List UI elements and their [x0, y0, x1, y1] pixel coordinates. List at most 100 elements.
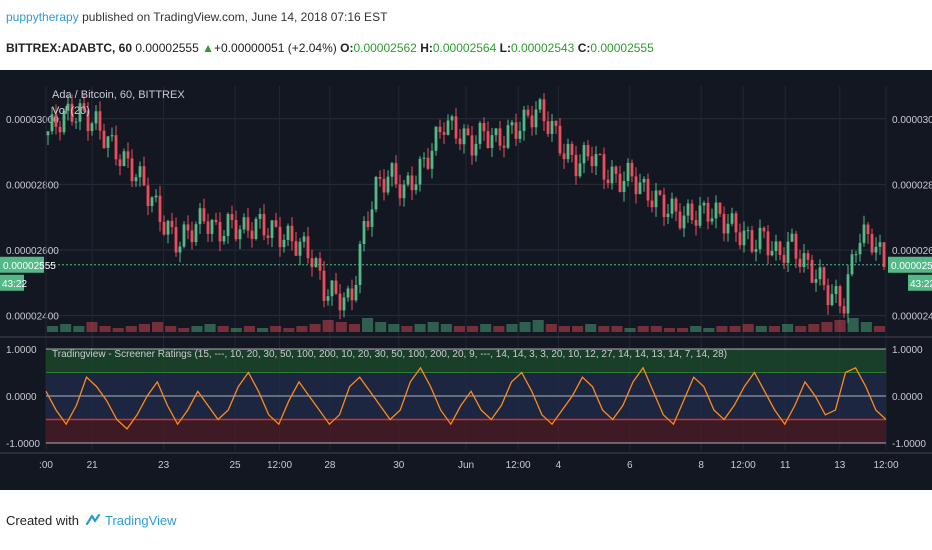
- candle-body: [154, 195, 158, 198]
- candle-body: [206, 221, 210, 234]
- candle-body: [702, 202, 706, 206]
- time-tick-label: 12:00: [731, 460, 756, 471]
- candle-body: [682, 215, 686, 229]
- candle-body: [474, 143, 478, 156]
- candle-body: [790, 233, 794, 242]
- volume-bar: [690, 326, 702, 332]
- candle-body: [346, 288, 350, 298]
- candle-body: [198, 208, 202, 225]
- oscillator-tick-label-left: 1.0000: [6, 345, 37, 356]
- open-value: 0.00002562: [353, 41, 417, 55]
- candle-body: [686, 203, 690, 216]
- candle-body: [342, 297, 346, 311]
- time-tick-label: 28: [324, 460, 336, 471]
- candle-body: [118, 159, 122, 167]
- volume-bar: [257, 328, 269, 332]
- candle-body: [202, 208, 206, 222]
- candle-body: [526, 109, 530, 116]
- candle-body: [730, 213, 734, 224]
- candle-body: [710, 218, 714, 222]
- candle-body: [454, 116, 458, 139]
- volume-bar: [703, 328, 715, 332]
- candle-body: [882, 242, 886, 267]
- candle-body: [838, 286, 842, 307]
- volume-bar: [860, 322, 872, 332]
- candle-body: [746, 230, 750, 232]
- oscillator-upper-band: [46, 349, 886, 373]
- candle-body: [562, 153, 566, 160]
- candle-body: [698, 205, 702, 226]
- candle-body: [782, 255, 786, 263]
- volume-bar: [283, 328, 295, 332]
- volume-bar: [375, 322, 387, 332]
- candle-body: [670, 198, 674, 214]
- candle-body: [150, 197, 154, 206]
- volume-bar: [742, 324, 754, 332]
- candle-body: [586, 145, 590, 157]
- countdown-label: 43:22: [2, 279, 27, 290]
- candle-body: [90, 123, 94, 132]
- candle-body: [694, 220, 698, 226]
- candle-body: [542, 99, 546, 122]
- time-tick-label: 4: [556, 460, 562, 471]
- candle-body: [414, 184, 418, 191]
- candle-body: [86, 110, 90, 132]
- volume-bar: [296, 326, 308, 332]
- candle-body: [770, 250, 774, 256]
- candle-body: [566, 143, 570, 160]
- price-tick-label-left: 0.00002600: [6, 246, 59, 257]
- volume-bar: [440, 324, 452, 332]
- candle-body: [778, 241, 782, 256]
- candle-body: [654, 190, 658, 208]
- candle-body: [726, 223, 730, 234]
- volume-bar: [178, 328, 190, 332]
- candle-body: [534, 109, 538, 128]
- candle-body: [498, 128, 502, 146]
- candle-body: [290, 225, 294, 242]
- high-value: 0.00002564: [432, 41, 497, 55]
- volume-bar: [230, 328, 242, 332]
- volume-bar: [834, 320, 846, 332]
- volume-bar: [217, 326, 229, 332]
- candle-body: [130, 158, 134, 182]
- candle-body: [174, 227, 178, 253]
- candle-body: [666, 213, 670, 218]
- oscillator-title: Tradingview - Screener Ratings (15, ---,…: [52, 349, 727, 360]
- candle-body: [822, 267, 826, 286]
- candle-body: [614, 166, 618, 174]
- volume-bar: [47, 326, 59, 332]
- chart-canvas[interactable]: 0.00003000 0.00003000 0.00002800 0.00002800…: [0, 70, 932, 490]
- candle-body: [294, 241, 298, 256]
- price-tick-label-right: 0.00002800: [892, 180, 932, 191]
- candle-body: [214, 219, 218, 223]
- candle-body: [774, 241, 778, 251]
- symbol-label: BITTREX:ADABTC, 60: [6, 41, 133, 55]
- volume-bar: [480, 324, 492, 332]
- candle-body: [750, 230, 754, 252]
- tradingview-logo-icon[interactable]: [85, 512, 101, 528]
- candle-body: [766, 231, 770, 256]
- candle-body: [466, 128, 470, 136]
- chart-area[interactable]: 0.00003000 0.00003000 0.00002800 0.00002800…: [0, 70, 932, 490]
- volume-bar: [506, 324, 518, 332]
- tradingview-brand[interactable]: TradingView: [104, 512, 177, 528]
- volume-bar: [348, 324, 360, 332]
- time-tick-label: 25: [229, 460, 241, 471]
- candle-body: [278, 226, 282, 248]
- volume-bar: [729, 326, 741, 332]
- countdown-badge: [908, 274, 932, 291]
- candle-body: [398, 184, 402, 199]
- candle-body: [634, 176, 638, 195]
- candle-body: [834, 286, 838, 295]
- current-price-label: 0.00002555: [891, 261, 932, 272]
- author-link[interactable]: puppytherapy: [6, 10, 79, 24]
- low-label: L:: [499, 41, 511, 55]
- publish-text: published on TradingView.com, June 14, 2…: [82, 10, 388, 24]
- footer: Created with TradingView: [6, 512, 177, 528]
- oscillator-line: [45, 366, 887, 430]
- volume-bar: [112, 328, 124, 332]
- volume-bar: [270, 326, 282, 332]
- candle-body: [814, 279, 818, 283]
- candle-body: [234, 220, 238, 240]
- candle-body: [734, 213, 738, 233]
